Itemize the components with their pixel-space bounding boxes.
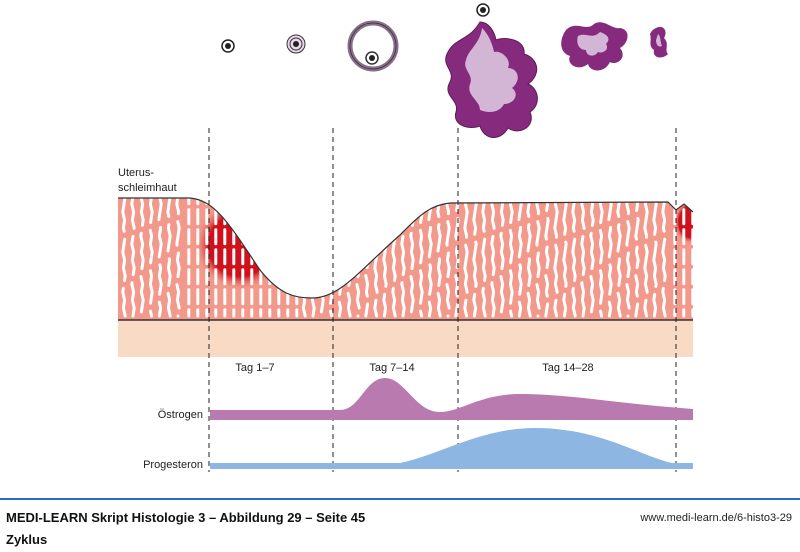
uterus-label-line2: schleimhaut — [118, 182, 177, 194]
uterus-label-line1: Uterus- — [118, 167, 154, 179]
gland — [463, 198, 469, 318]
gland — [346, 198, 352, 318]
gland — [661, 198, 667, 318]
follicle-primary — [221, 39, 235, 53]
gland — [472, 198, 478, 318]
gland — [203, 198, 209, 318]
gland — [436, 198, 442, 318]
cycle-diagram: Uterus- schleimhaut Tag 1–7 Tag 7–14 Tag… — [118, 3, 694, 472]
gland — [508, 198, 514, 318]
gland — [194, 198, 200, 318]
gland — [680, 198, 686, 318]
gland — [526, 198, 532, 318]
gland — [454, 198, 460, 318]
gland — [490, 198, 496, 318]
gland — [175, 198, 181, 318]
gland — [652, 198, 658, 318]
late-bleeding — [674, 200, 693, 244]
phase-label-2: Tag 7–14 — [369, 362, 414, 374]
follicle-tertiary — [347, 20, 399, 72]
gland — [571, 198, 577, 318]
gland — [517, 198, 523, 318]
follicle-secondary — [286, 34, 306, 54]
gland — [148, 198, 154, 318]
gland — [355, 198, 361, 318]
gland — [634, 198, 640, 318]
endometrium — [118, 198, 693, 320]
gland — [310, 198, 316, 318]
phase-label-1: Tag 1–7 — [235, 362, 274, 374]
gland — [607, 198, 613, 318]
phase-dividers — [208, 128, 677, 472]
footer-title: MEDI-LEARN Skript Histologie 3 – Abbildu… — [6, 510, 366, 525]
footer-subtitle: Zyklus — [6, 532, 48, 547]
gland — [643, 198, 649, 318]
gland — [130, 198, 136, 318]
gland — [157, 198, 163, 318]
estrogen-label: Östrogen — [158, 409, 203, 421]
gland — [580, 198, 586, 318]
gland — [166, 198, 172, 318]
gland — [481, 198, 487, 318]
gland — [499, 198, 505, 318]
progesterone-curve — [210, 428, 693, 469]
estrogen-curve — [210, 378, 693, 420]
gland — [598, 198, 604, 318]
gland — [121, 198, 127, 318]
stroma-basal-layer — [118, 320, 693, 357]
gland — [400, 198, 406, 318]
corpus-luteum-large — [445, 21, 538, 138]
endometrium-surface — [118, 197, 694, 299]
gland — [544, 198, 550, 318]
gland — [445, 198, 451, 318]
gland — [625, 198, 631, 318]
gland — [409, 198, 415, 318]
gland — [328, 198, 334, 318]
footer-rule — [0, 498, 800, 500]
corpus-albicans — [650, 26, 668, 58]
footer-url: www.medi-learn.de/6-histo3-29 — [640, 512, 792, 524]
gland — [185, 198, 191, 318]
phase-label-3: Tag 14–28 — [542, 362, 593, 374]
gland — [553, 198, 559, 318]
gland — [139, 198, 145, 318]
gland — [616, 198, 622, 318]
gland — [589, 198, 595, 318]
corpus-luteum-medium — [561, 22, 628, 71]
progesterone-label: Progesteron — [143, 459, 203, 471]
gland — [562, 198, 568, 318]
gland — [535, 198, 541, 318]
ovulated-oocyte — [476, 3, 490, 17]
